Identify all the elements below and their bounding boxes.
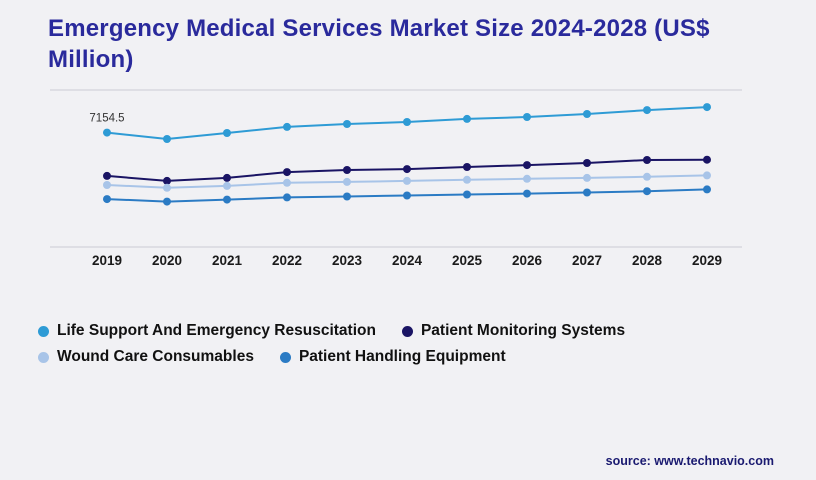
data-point <box>343 177 351 186</box>
chart-legend: Life Support And Emergency Resuscitation… <box>38 322 778 366</box>
x-axis-label: 2019 <box>92 253 122 268</box>
x-axis-label: 2023 <box>332 253 363 268</box>
legend-item-patient-handling: Patient Handling Equipment <box>279 348 506 366</box>
wound-care-legend-dot-icon <box>38 351 49 363</box>
x-axis-label: 2024 <box>392 253 423 268</box>
data-point <box>403 176 411 185</box>
data-point <box>103 195 111 204</box>
patient-handling-legend-dot-icon <box>279 351 291 363</box>
market-size-line-chart: 2019 2020 2021 2022 2023 2024 2025 2026 2027 2028… <box>50 89 742 268</box>
data-point <box>643 156 651 164</box>
data-point <box>283 168 291 177</box>
data-point <box>163 176 171 185</box>
data-point <box>223 129 231 137</box>
data-point <box>463 114 471 123</box>
patient-monitoring-legend-dot-icon <box>401 325 413 337</box>
chart-title: Emergency Medical Services Market Size 2… <box>48 15 710 73</box>
data-point <box>523 113 531 121</box>
x-axis-label: 2029 <box>692 253 722 268</box>
data-point <box>223 181 231 190</box>
legend-label: Patient Handling Equipment <box>298 348 506 365</box>
data-point <box>643 172 651 181</box>
data-point <box>523 174 531 183</box>
data-point <box>643 187 651 196</box>
data-point <box>583 173 591 182</box>
data-point <box>283 193 291 202</box>
legend-label: Life Support And Emergency Resuscitation <box>57 322 376 339</box>
data-point <box>163 197 171 206</box>
data-point <box>223 195 231 204</box>
data-point <box>463 175 471 184</box>
legend-label: Wound Care Consumables <box>57 348 254 365</box>
data-point <box>463 190 471 199</box>
data-point <box>403 165 411 174</box>
data-point <box>583 110 591 118</box>
data-point <box>223 173 231 182</box>
data-point <box>103 181 111 189</box>
x-axis-label: 2026 <box>512 253 543 268</box>
data-point <box>643 106 651 115</box>
data-point <box>343 120 351 128</box>
data-point <box>283 178 291 187</box>
data-point <box>163 135 171 143</box>
data-point <box>103 128 111 137</box>
data-point <box>523 189 531 198</box>
data-point <box>343 192 351 201</box>
data-point <box>703 103 711 112</box>
legend-item-wound-care: Wound Care Consumables <box>38 348 254 366</box>
data-point <box>703 185 711 194</box>
x-axis-label: 2028 <box>632 253 663 268</box>
x-axis-label: 2021 <box>212 253 243 268</box>
data-point <box>403 118 411 126</box>
x-axis-label: 2020 <box>152 253 182 268</box>
x-axis-label: 2025 <box>452 253 483 268</box>
legend-item-life-support: Life Support And Emergency Resuscitation <box>38 322 376 340</box>
data-point <box>463 163 471 171</box>
data-point-label: 7154.5 <box>89 113 124 125</box>
life-support-legend-dot-icon <box>38 325 49 337</box>
data-point <box>403 191 411 200</box>
data-point <box>583 188 591 197</box>
data-point <box>703 155 711 164</box>
source-attribution: source: www.technavio.com <box>605 454 774 468</box>
legend-label: Patient Monitoring Systems <box>420 322 626 339</box>
x-axis-label: 2027 <box>572 253 602 268</box>
data-point <box>163 183 171 192</box>
data-point <box>523 161 531 170</box>
legend-item-patient-monitoring: Patient Monitoring Systems <box>401 322 626 340</box>
data-point <box>283 122 291 131</box>
data-point <box>343 166 351 174</box>
data-point <box>583 159 591 167</box>
x-axis-label: 2022 <box>272 253 302 268</box>
data-point <box>103 171 111 180</box>
data-point <box>703 171 711 180</box>
